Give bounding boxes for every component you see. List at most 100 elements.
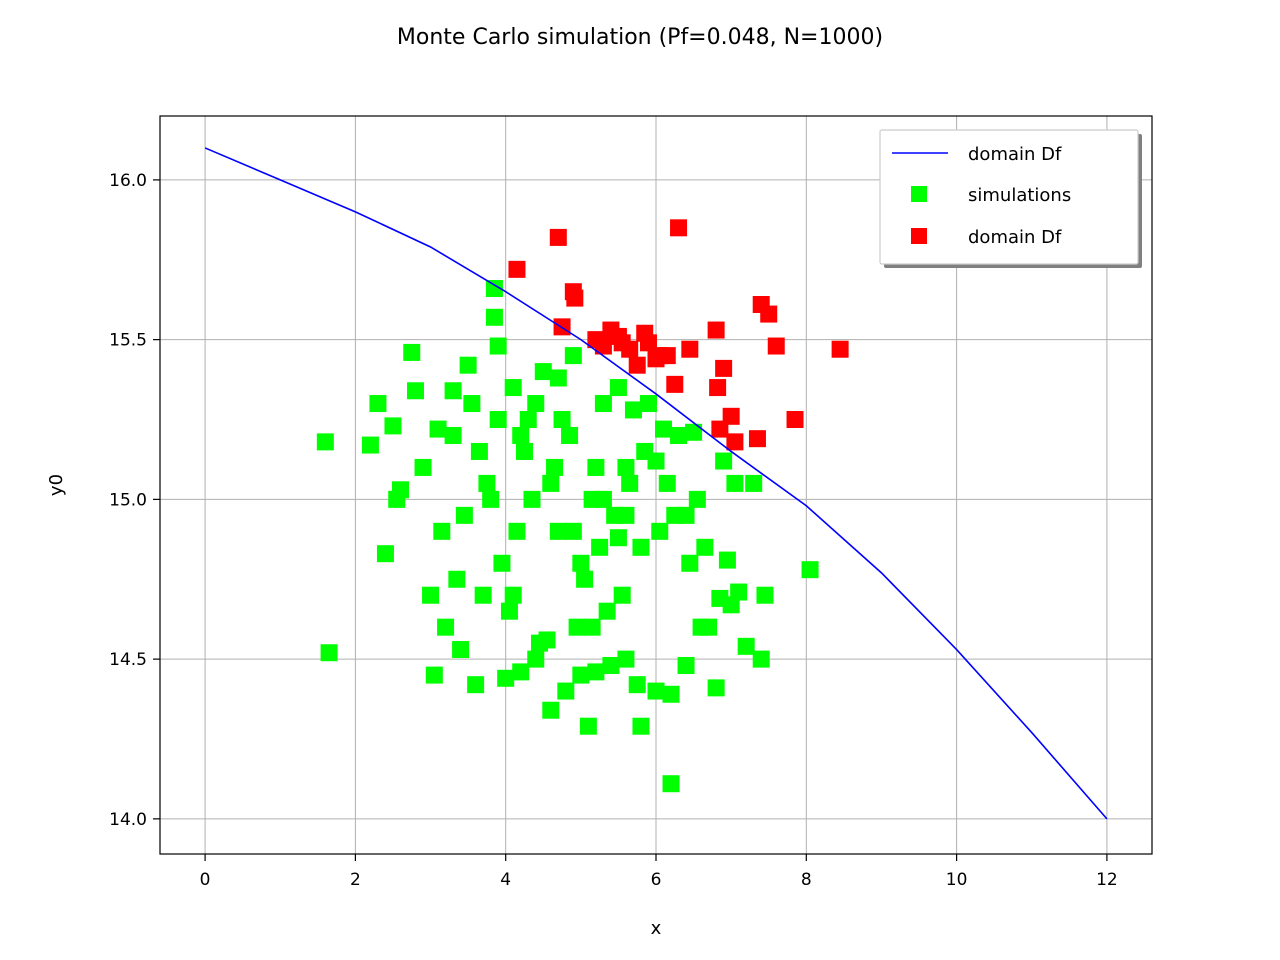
simulation-point: [617, 458, 635, 476]
simulation-point: [549, 369, 567, 387]
failure-point: [681, 340, 699, 358]
x-tick-label: 0: [200, 870, 211, 890]
simulation-point: [403, 343, 421, 361]
simulation-point: [696, 538, 714, 556]
simulation-point: [568, 618, 586, 636]
y-tick-label: 15.5: [109, 331, 147, 351]
failure-point: [726, 433, 744, 451]
simulation-point: [658, 474, 676, 492]
failure-point: [621, 340, 639, 358]
legend-simulations-marker: [911, 186, 927, 202]
simulation-point: [407, 382, 425, 400]
simulation-point: [752, 650, 770, 668]
simulation-point: [388, 490, 406, 508]
simulation-point: [515, 442, 533, 460]
simulation-point: [617, 506, 635, 524]
failure-point: [594, 337, 612, 355]
simulation-point: [628, 676, 646, 694]
simulation-point: [489, 337, 507, 355]
simulation-point: [500, 602, 518, 620]
simulation-point: [609, 529, 627, 547]
simulation-point: [587, 663, 605, 681]
simulation-point: [745, 474, 763, 492]
x-tick-label: 4: [500, 870, 511, 890]
simulation-point: [422, 586, 440, 604]
simulation-point: [647, 682, 665, 700]
simulation-point: [497, 669, 515, 687]
simulation-point: [542, 474, 560, 492]
simulation-point: [700, 618, 718, 636]
simulation-point: [730, 583, 748, 601]
simulation-point: [557, 682, 575, 700]
failure-point: [760, 305, 778, 323]
y-tick-label: 15.0: [109, 490, 147, 510]
y-tick-label: 14.5: [109, 650, 147, 670]
simulation-point: [564, 522, 582, 540]
simulation-point: [591, 538, 609, 556]
simulation-point: [534, 363, 552, 381]
simulation-point: [527, 395, 545, 413]
y-axis-label: y0: [46, 474, 67, 496]
simulation-point: [707, 679, 725, 697]
simulation-point: [715, 452, 733, 470]
simulation-point: [508, 522, 526, 540]
simulation-point: [579, 717, 597, 735]
simulation-point: [489, 411, 507, 429]
legend-box: [879, 129, 1139, 265]
simulation-point: [549, 522, 567, 540]
simulation-point: [474, 586, 492, 604]
simulation-point: [459, 356, 477, 374]
simulation-point: [594, 395, 612, 413]
simulation-point: [504, 586, 522, 604]
simulation-point: [546, 458, 564, 476]
simulation-point: [316, 433, 334, 451]
simulation-point: [452, 641, 470, 659]
simulation-point: [726, 474, 744, 492]
simulation-point: [632, 717, 650, 735]
simulation-point: [463, 395, 481, 413]
simulation-point: [527, 650, 545, 668]
simulation-point: [444, 426, 462, 444]
simulation-point: [448, 570, 466, 588]
x-tick-label: 10: [946, 870, 968, 890]
simulation-point: [718, 551, 736, 569]
simulation-point: [504, 379, 522, 397]
simulation-point: [670, 426, 688, 444]
simulation-point: [553, 411, 571, 429]
failure-point: [508, 260, 526, 278]
simulation-point: [624, 401, 642, 419]
simulation-point: [429, 420, 447, 438]
simulation-point: [467, 676, 485, 694]
simulation-point: [376, 545, 394, 563]
simulation-point: [564, 347, 582, 365]
simulation-point: [662, 685, 680, 703]
simulation-point: [444, 382, 462, 400]
simulation-point: [655, 420, 673, 438]
simulation-point: [361, 436, 379, 454]
simulation-point: [437, 618, 455, 636]
simulation-point: [542, 701, 560, 719]
simulation-point: [485, 308, 503, 326]
failure-point: [707, 321, 725, 339]
simulation-point: [523, 490, 541, 508]
x-tick-label: 12: [1096, 870, 1118, 890]
failure-point: [748, 430, 766, 448]
failure-point: [628, 356, 646, 374]
domain-curve-line: [204, 147, 1108, 820]
simulation-point: [801, 561, 819, 579]
simulation-point: [647, 452, 665, 470]
simulation-point: [632, 538, 650, 556]
legend-failure-marker: [911, 228, 927, 244]
simulation-point: [561, 426, 579, 444]
simulation-point: [662, 775, 680, 793]
y-tick-label: 16.0: [109, 171, 147, 191]
simulation-point: [613, 586, 631, 604]
failure-point: [722, 407, 740, 425]
simulation-point: [677, 506, 695, 524]
failure-point: [831, 340, 849, 358]
simulation-point: [576, 570, 594, 588]
simulation-point: [587, 458, 605, 476]
simulation-point: [583, 618, 601, 636]
x-tick-label: 2: [350, 870, 361, 890]
simulation-point: [617, 650, 635, 668]
